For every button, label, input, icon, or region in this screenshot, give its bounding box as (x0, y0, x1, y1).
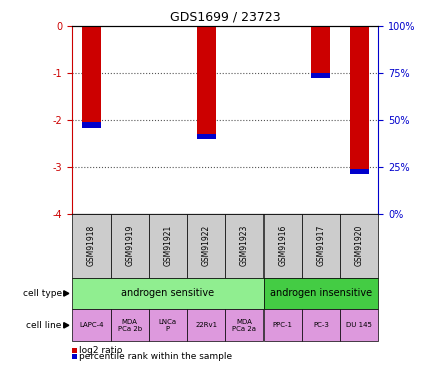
Text: MDA
PCa 2a: MDA PCa 2a (232, 319, 256, 332)
Bar (349, 26, 368, 172)
Bar (264, 214, 302, 278)
Bar (340, 309, 378, 341)
Bar (302, 214, 340, 278)
Bar (72, 309, 110, 341)
Bar (72, 354, 77, 359)
Text: androgen sensitive: androgen sensitive (121, 288, 215, 298)
Bar (187, 309, 225, 341)
Text: androgen insensitive: androgen insensitive (270, 288, 372, 298)
Bar (72, 278, 264, 309)
Text: GSM91918: GSM91918 (87, 225, 96, 266)
Text: percentile rank within the sample: percentile rank within the sample (79, 352, 232, 361)
Text: GSM91919: GSM91919 (125, 225, 134, 266)
Bar (82, 122, 101, 128)
Bar (72, 348, 77, 353)
Bar (187, 214, 225, 278)
Text: log2 ratio: log2 ratio (79, 346, 123, 355)
Text: PC-3: PC-3 (313, 322, 329, 328)
Bar (72, 214, 110, 278)
Text: cell type: cell type (23, 289, 62, 298)
Text: LNCa
P: LNCa P (159, 319, 177, 332)
Bar (110, 214, 149, 278)
Bar (149, 309, 187, 341)
Polygon shape (64, 291, 69, 296)
Bar (264, 278, 378, 309)
Bar (264, 309, 302, 341)
Text: GSM91921: GSM91921 (163, 225, 173, 266)
Polygon shape (64, 322, 69, 328)
Text: DU 145: DU 145 (346, 322, 372, 328)
Text: GSM91922: GSM91922 (201, 225, 211, 266)
Bar (110, 309, 149, 341)
Text: GSM91920: GSM91920 (354, 225, 364, 266)
Text: PPC-1: PPC-1 (272, 322, 293, 328)
Text: GSM91916: GSM91916 (278, 225, 287, 266)
Bar (225, 309, 264, 341)
Title: GDS1699 / 23723: GDS1699 / 23723 (170, 11, 280, 24)
Bar (82, 26, 101, 124)
Bar (302, 309, 340, 341)
Text: LAPC-4: LAPC-4 (79, 322, 104, 328)
Bar (311, 26, 331, 75)
Bar (196, 134, 215, 139)
Bar (225, 214, 264, 278)
Text: MDA
PCa 2b: MDA PCa 2b (118, 319, 142, 332)
Bar (149, 214, 187, 278)
Bar (349, 169, 368, 174)
Text: 22Rv1: 22Rv1 (195, 322, 217, 328)
Text: GSM91917: GSM91917 (316, 225, 326, 266)
Text: cell line: cell line (26, 321, 62, 330)
Bar (196, 26, 215, 136)
Text: GSM91923: GSM91923 (240, 225, 249, 266)
Bar (311, 73, 331, 78)
Bar (340, 214, 378, 278)
